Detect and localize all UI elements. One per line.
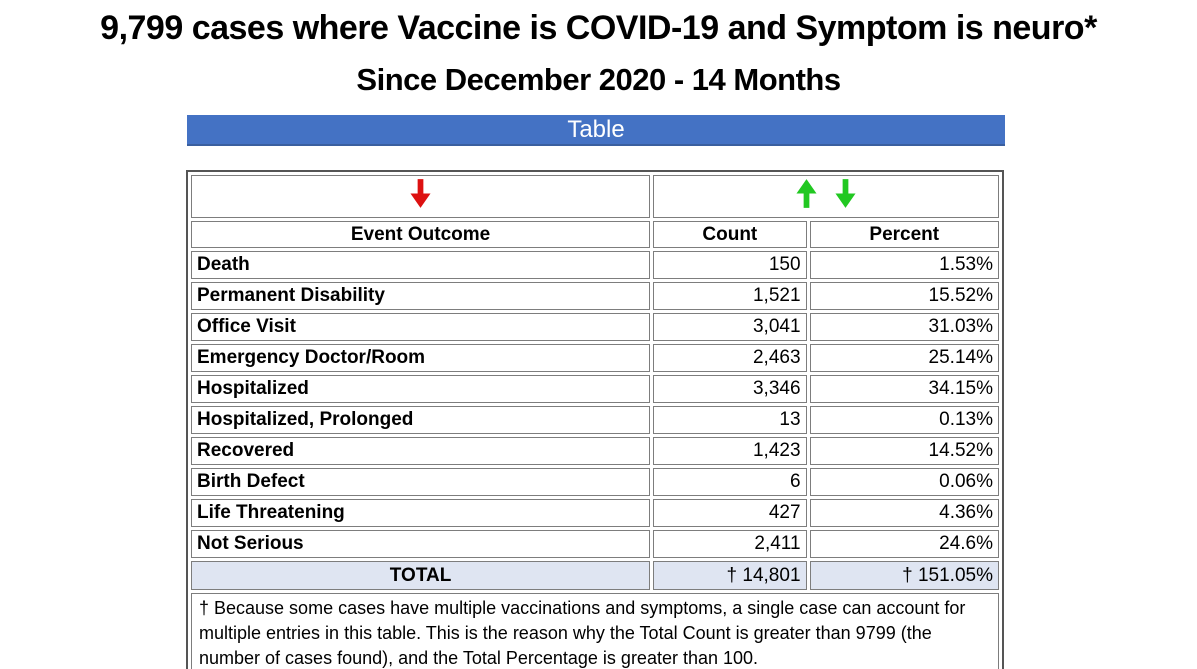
count-cell: 1,521	[653, 282, 807, 310]
sort-count-ascending-icon[interactable]	[796, 178, 817, 215]
table-row: Recovered 1,423 14.52%	[191, 437, 999, 465]
outcome-cell: Recovered	[191, 437, 651, 465]
count-cell: 13	[653, 406, 807, 434]
percent-cell: 34.15%	[809, 375, 999, 403]
outcome-cell: Death	[191, 251, 651, 279]
outcome-cell: Life Threatening	[191, 499, 651, 527]
sort-controls-row	[191, 175, 999, 218]
table-header-row: Event Outcome Count Percent	[191, 221, 999, 248]
percent-cell: 31.03%	[809, 313, 999, 341]
outcome-cell: Permanent Disability	[191, 282, 651, 310]
footnote-text: † Because some cases have multiple vacci…	[191, 593, 999, 669]
percent-cell: 1.53%	[809, 251, 999, 279]
table-row: Hospitalized, Prolonged 13 0.13%	[191, 406, 999, 434]
outcome-cell: Birth Defect	[191, 468, 651, 496]
column-header-event-outcome: Event Outcome	[191, 221, 651, 248]
count-cell: 3,346	[653, 375, 807, 403]
table-row: Permanent Disability 1,521 15.52%	[191, 282, 999, 310]
table-row: Life Threatening 427 4.36%	[191, 499, 999, 527]
total-label-cell: TOTAL	[191, 561, 651, 590]
total-row: TOTAL † 14,801 † 151.05%	[191, 561, 999, 590]
outcome-cell: Hospitalized	[191, 375, 651, 403]
count-cell: 150	[653, 251, 807, 279]
sort-count-descending-icon[interactable]	[835, 178, 856, 215]
table-row: Emergency Doctor/Room 2,463 25.14%	[191, 344, 999, 372]
outcome-cell: Office Visit	[191, 313, 651, 341]
column-header-percent: Percent	[809, 221, 999, 248]
percent-cell: 25.14%	[809, 344, 999, 372]
red-down-arrow-glyph	[410, 179, 431, 208]
count-cell: 427	[653, 499, 807, 527]
table-section-header: Table	[187, 115, 1005, 146]
outcome-cell: Hospitalized, Prolonged	[191, 406, 651, 434]
count-cell: 3,041	[653, 313, 807, 341]
percent-cell: 15.52%	[809, 282, 999, 310]
count-cell: 1,423	[653, 437, 807, 465]
footnote-row: † Because some cases have multiple vacci…	[191, 593, 999, 669]
table-row: Office Visit 3,041 31.03%	[191, 313, 999, 341]
column-header-count: Count	[653, 221, 807, 248]
sort-outcome-descending-icon[interactable]	[410, 178, 431, 215]
event-outcome-table: Event Outcome Count Percent Death 150 1.…	[186, 170, 1004, 669]
table-row: Death 150 1.53%	[191, 251, 999, 279]
percent-cell: 24.6%	[809, 530, 999, 558]
table-row: Hospitalized 3,346 34.15%	[191, 375, 999, 403]
total-percent-cell: † 151.05%	[809, 561, 999, 590]
green-up-arrow-glyph	[796, 179, 817, 208]
count-cell: 6	[653, 468, 807, 496]
outcome-cell: Not Serious	[191, 530, 651, 558]
percent-cell: 0.06%	[809, 468, 999, 496]
green-down-arrow-glyph	[835, 179, 856, 208]
percent-cell: 14.52%	[809, 437, 999, 465]
percent-cell: 0.13%	[809, 406, 999, 434]
page-subtitle: Since December 2020 - 14 Months	[356, 62, 841, 97]
table-row: Birth Defect 6 0.06%	[191, 468, 999, 496]
table-row: Not Serious 2,411 24.6%	[191, 530, 999, 558]
percent-cell: 4.36%	[809, 499, 999, 527]
outcome-sort-cell	[191, 175, 651, 218]
count-cell: 2,463	[653, 344, 807, 372]
total-count-cell: † 14,801	[653, 561, 807, 590]
table-section-label: Table	[567, 116, 625, 143]
outcome-cell: Emergency Doctor/Room	[191, 344, 651, 372]
value-sort-cell	[653, 175, 999, 218]
page-title: 9,799 cases where Vaccine is COVID-19 an…	[100, 9, 1097, 47]
count-cell: 2,411	[653, 530, 807, 558]
